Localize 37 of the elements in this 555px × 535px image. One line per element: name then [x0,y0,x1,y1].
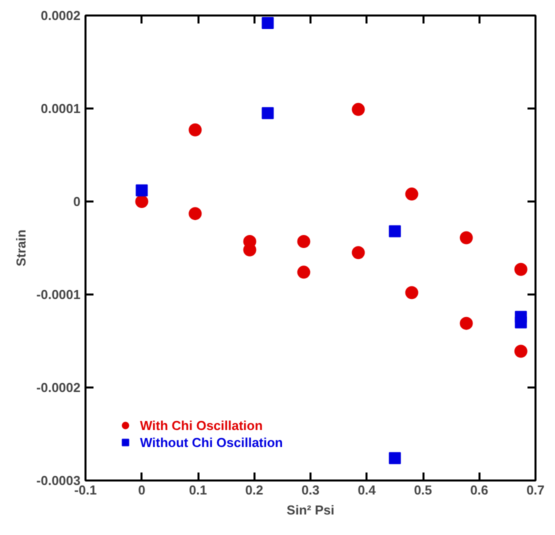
legend-label: Without Chi Oscillation [140,434,283,450]
point [388,225,401,238]
point [297,266,310,279]
x-axis-title: Sin² Psi [286,502,334,518]
point [460,231,473,244]
point [188,123,202,136]
x-tick-label: 0.7 [526,482,545,498]
point [136,184,148,196]
point [514,262,528,276]
x-tick-label: 0.5 [414,482,432,498]
point [514,316,527,328]
y-tick-label: 0 [73,194,81,209]
point [135,195,148,208]
y-tick-label: -0.0002 [36,380,81,395]
x-tick-label: 0.1 [188,482,208,498]
point [188,207,202,220]
y-tick-label: 0.0001 [40,101,81,116]
point [514,344,528,358]
point [352,246,365,260]
point [405,286,418,300]
point [388,452,401,464]
legend-label: With Chi Oscillation [140,417,263,433]
point [405,188,418,201]
x-tick-label: 0.2 [245,482,264,498]
y-tick-label: 0.0002 [40,8,81,23]
x-tick-label: 0.3 [301,482,320,498]
x-tick-label: 0.4 [358,482,377,498]
point [262,16,274,29]
point [297,235,310,248]
y-tick-label: -0.0003 [36,473,81,488]
x-tick-label: 0.6 [470,482,488,498]
y-axis-title: Strain [13,230,28,266]
x-tick-label: 0 [138,482,146,498]
point [262,107,274,120]
point [460,316,473,330]
point [352,102,365,116]
y-tick-label: -0.0001 [36,287,81,302]
